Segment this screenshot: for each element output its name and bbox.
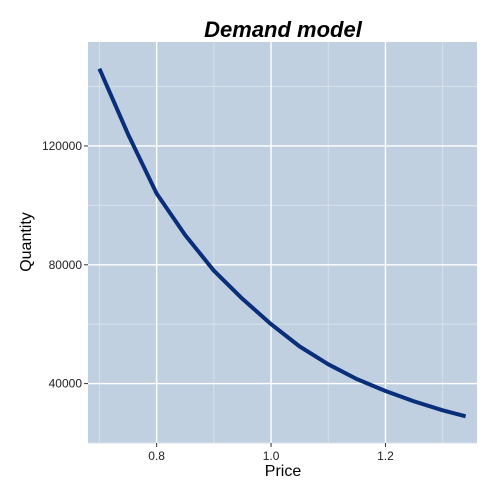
series-layer bbox=[97, 67, 467, 419]
x-tick-label: 1.2 bbox=[377, 449, 394, 463]
y-tick-label: 120000 bbox=[42, 139, 82, 153]
y-tick-label: 80000 bbox=[49, 258, 83, 272]
x-tick-label: 1.0 bbox=[263, 449, 280, 463]
x-axis-label: Price bbox=[265, 463, 302, 480]
x-tick-label: 0.8 bbox=[148, 449, 165, 463]
chart-title: Demand model bbox=[204, 17, 363, 42]
y-tick-label: 40000 bbox=[49, 377, 83, 391]
demand-curve-line bbox=[97, 67, 467, 419]
x-axis-ticks: 0.8 1.0 1.2 bbox=[148, 443, 394, 463]
y-axis-ticks: 40000 80000 120000 bbox=[42, 139, 88, 391]
grid-lines bbox=[88, 42, 477, 444]
y-axis-label: Quantity bbox=[18, 212, 35, 272]
plot-panel bbox=[88, 42, 477, 443]
